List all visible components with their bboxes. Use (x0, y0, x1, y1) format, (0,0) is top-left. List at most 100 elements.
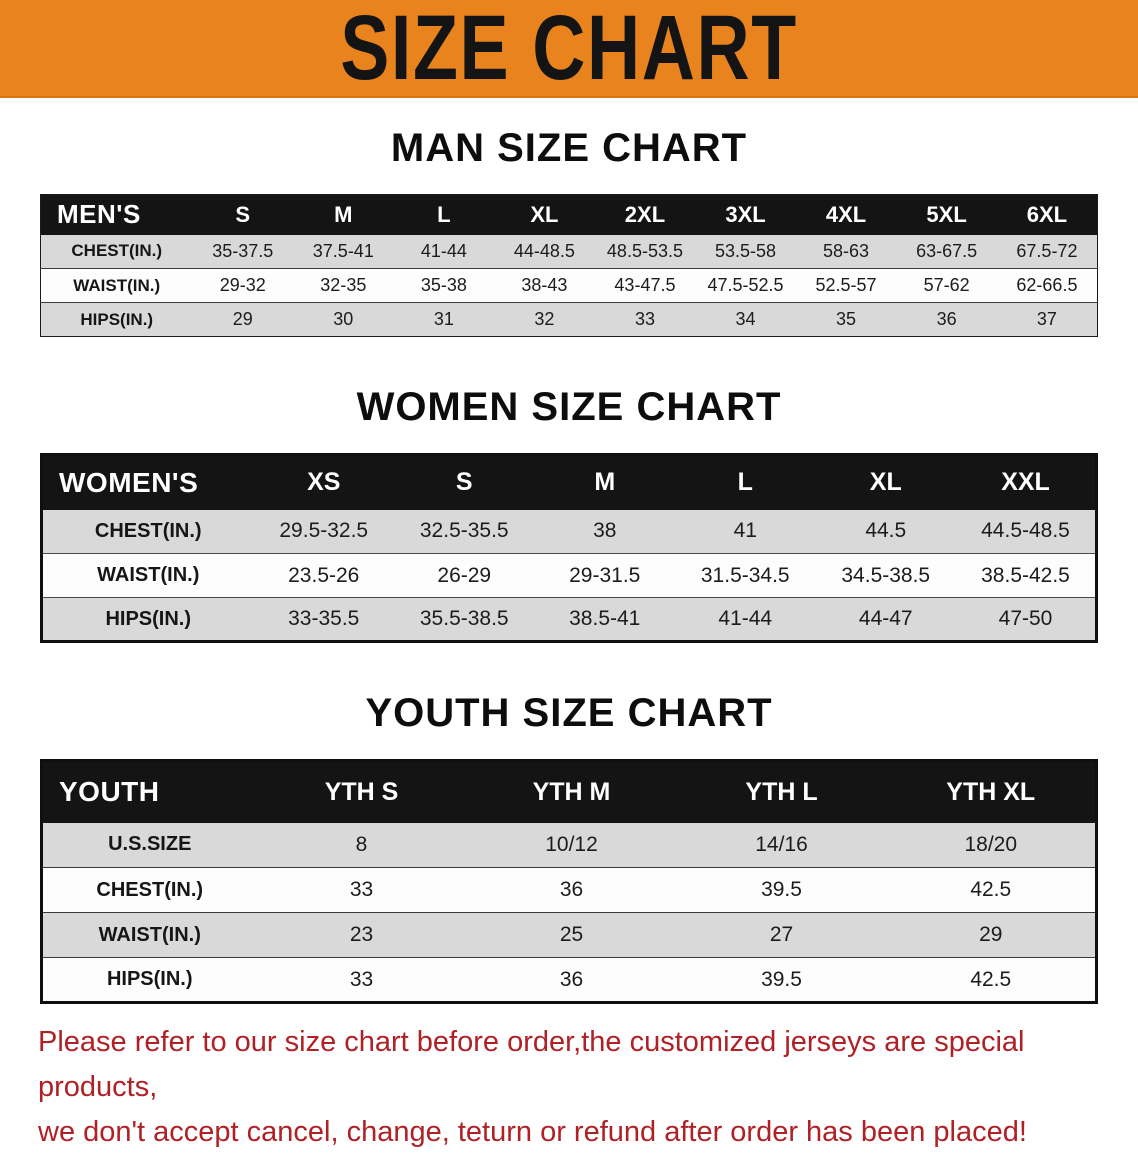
size-column-header: 3XL (725, 201, 766, 227)
page-title: SIZE CHART (340, 0, 798, 99)
table-body: CHEST(IN.) 29.5-32.5 32.5-35.5 38 41 44.5 44.5… (41, 509, 1097, 642)
size-value: 47-50 (998, 607, 1053, 630)
size-value: 32.5-35.5 (419, 519, 509, 543)
size-value: 38.5-41 (569, 607, 641, 630)
size-value: 38.5-42.5 (981, 563, 1070, 587)
size-value: 36 (559, 967, 584, 991)
size-value: 29 (979, 923, 1003, 946)
size-column-header: YTH L (745, 777, 818, 806)
size-column-header: YTH S (324, 777, 399, 806)
size-value: 32-35 (320, 275, 367, 295)
size-column-header: XXL (1001, 468, 1050, 497)
size-value: 36 (936, 309, 957, 329)
size-column-header: 5XL (926, 201, 967, 227)
disclaimer-line-2: we don't accept cancel, change, teturn o… (38, 1115, 1027, 1148)
size-value: 33 (634, 309, 655, 329)
size-column-header: XS (307, 468, 341, 497)
size-column-header: L (437, 201, 451, 227)
youth-section-heading: YOUTH SIZE CHART (365, 691, 773, 735)
size-value: 18/20 (964, 832, 1018, 856)
size-value: 41 (733, 519, 757, 543)
group-label: WOMEN'S (59, 466, 199, 498)
size-value: 38 (593, 519, 617, 543)
size-value: 41-44 (420, 240, 467, 261)
size-value: 52.5-57 (815, 275, 877, 295)
size-value: 44.5-48.5 (981, 519, 1070, 543)
size-column-header: YTH M (532, 777, 611, 806)
size-value: 29 (232, 309, 253, 329)
size-value: 33 (349, 878, 374, 901)
table-row: U.S.SIZE 8 10/12 14/16 18/20 (41, 822, 1097, 868)
table-head: WOMEN'S XS S M L XL XXL (41, 454, 1097, 510)
row-label: WAIST(IN.) (97, 564, 200, 586)
size-value: 34 (735, 309, 756, 329)
row-label: WAIST(IN.) (98, 923, 201, 946)
row-label: U.S.SIZE (108, 833, 192, 856)
table-body: U.S.SIZE 8 10/12 14/16 18/20 CHEST(IN.) 33 36 39… (41, 822, 1097, 1003)
men-size-table: MEN'S S M L XL 2XL 3XL 4XL 5XL 6XL CHEST(IN.) 35-37… (40, 194, 1098, 337)
size-value: 62-66.5 (1016, 275, 1078, 295)
size-value: 41-44 (718, 607, 773, 630)
size-value: 31.5-34.5 (700, 563, 790, 587)
size-column-header: XL (530, 201, 559, 227)
table-header-row: WOMEN'S XS S M L XL XXL (41, 454, 1097, 510)
size-value: 37.5-41 (312, 240, 374, 261)
size-value: 43-47.5 (614, 275, 676, 295)
size-value: 58-63 (823, 240, 870, 261)
size-value: 23 (349, 923, 374, 946)
size-value: 39.5 (761, 878, 802, 901)
size-column-header: XL (869, 468, 902, 497)
size-value: 25 (559, 923, 584, 946)
size-value: 53.5-58 (714, 240, 777, 261)
size-column-header: 4XL (825, 201, 867, 227)
size-value: 42.5 (970, 967, 1012, 991)
table-head: YOUTH YTH S YTH M YTH L YTH XL (41, 760, 1097, 823)
table-head: MEN'S S M L XL 2XL 3XL 4XL 5XL 6XL (40, 194, 1098, 235)
size-column-header: M (594, 468, 616, 497)
size-column-header: 6XL (1026, 201, 1068, 227)
row-label: CHEST(IN.) (96, 878, 204, 901)
size-value: 23.5-26 (288, 563, 360, 587)
size-value: 38-43 (521, 275, 568, 295)
size-value: 33-35.5 (288, 607, 360, 630)
size-value: 34.5-38.5 (841, 563, 931, 587)
size-value: 44.5 (865, 519, 907, 543)
size-value: 32 (534, 309, 555, 329)
size-value: 35-37.5 (212, 240, 274, 261)
table-row: CHEST(IN.) 29.5-32.5 32.5-35.5 38 41 44.5 44.5… (41, 509, 1097, 554)
size-column-header: M (334, 201, 353, 227)
row-label: WAIST(IN.) (73, 275, 161, 295)
table-row: WAIST(IN.) 29-32 32-35 35-38 38-43 43-47.5 47.… (40, 268, 1098, 303)
table-row: CHEST(IN.) 33 36 39.5 42.5 (41, 867, 1097, 913)
size-value: 39.5 (761, 967, 802, 991)
size-value: 10/12 (545, 832, 598, 856)
table-row: HIPS(IN.) 33 36 39.5 42.5 (41, 957, 1097, 1003)
size-column-header: L (737, 468, 753, 497)
disclaimer-line-1: Please refer to our size chart before or… (38, 1026, 1025, 1103)
size-value: 35.5-38.5 (419, 607, 509, 630)
size-value: 29-31.5 (569, 563, 641, 587)
size-value: 37 (1036, 309, 1057, 329)
size-value: 33 (349, 967, 374, 991)
group-label: MEN'S (57, 199, 141, 230)
size-value: 44-47 (858, 607, 913, 630)
table-row: HIPS(IN.) 29 30 31 32 33 34 35 36 37 (40, 302, 1098, 337)
size-value: 36 (559, 878, 584, 901)
table-body: CHEST(IN.) 35-37.5 37.5-41 41-44 44-48.5 48.5… (40, 234, 1098, 337)
size-column-header: S (455, 468, 473, 497)
men-section-heading: MAN SIZE CHART (390, 126, 748, 170)
row-label: HIPS(IN.) (106, 968, 193, 990)
size-value: 35-38 (420, 275, 467, 295)
size-value: 29.5-32.5 (279, 519, 369, 543)
table-row: HIPS(IN.) 33-35.5 35.5-38.5 38.5-41 41-44 44-… (41, 597, 1097, 642)
size-value: 48.5-53.5 (606, 240, 683, 261)
youth-size-table: YOUTH YTH S YTH M YTH L YTH XL U.S.SIZE 8 10/12… (40, 759, 1098, 1004)
table-row: WAIST(IN.) 23 25 27 29 (41, 912, 1097, 958)
title-banner: SIZE CHART (0, 0, 1138, 98)
size-value: 35 (836, 309, 857, 329)
women-section-heading: WOMEN SIZE CHART (356, 385, 782, 429)
size-value: 42.5 (970, 878, 1012, 901)
size-column-header: 2XL (624, 201, 666, 227)
size-column-header: S (235, 201, 251, 227)
